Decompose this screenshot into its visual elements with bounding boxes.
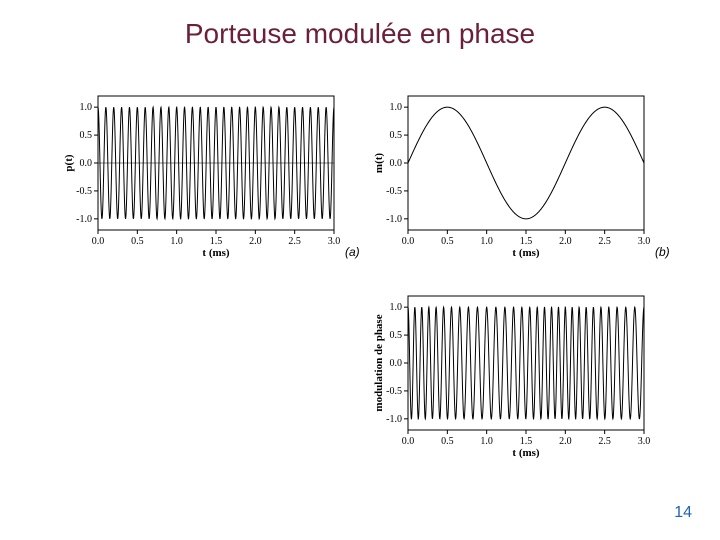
svg-text:-1.0: -1.0 (76, 214, 92, 225)
svg-text:0.0: 0.0 (402, 436, 415, 447)
svg-text:0.5: 0.5 (441, 236, 454, 247)
svg-text:1.5: 1.5 (520, 436, 533, 447)
panel-b-tag: (b) (655, 245, 670, 259)
svg-text:-1.0: -1.0 (386, 214, 402, 225)
svg-text:0.0: 0.0 (402, 236, 415, 247)
svg-text:1.0: 1.0 (480, 436, 493, 447)
svg-text:2.5: 2.5 (288, 236, 301, 247)
svg-text:1.5: 1.5 (520, 236, 533, 247)
svg-text:1.0: 1.0 (80, 102, 93, 113)
svg-text:2.5: 2.5 (598, 236, 611, 247)
svg-text:-0.5: -0.5 (386, 386, 402, 397)
svg-text:0.5: 0.5 (390, 130, 403, 141)
svg-text:-1.0: -1.0 (386, 414, 402, 425)
svg-text:0.0: 0.0 (390, 158, 403, 169)
svg-text:2.0: 2.0 (559, 436, 572, 447)
svg-text:t (ms): t (ms) (202, 247, 230, 259)
chart-carrier: 0.0 0.5 1.0 1.5 2.0 2.5 3.0 -1.0 -0.5 0.0 0.5 1.0 t … (60, 90, 340, 260)
svg-text:3.0: 3.0 (328, 236, 340, 247)
panel-a-tag: (a) (345, 245, 360, 259)
page-number: 14 (674, 504, 692, 522)
svg-text:0.0: 0.0 (390, 358, 403, 369)
svg-text:0.0: 0.0 (92, 236, 105, 247)
svg-text:3.0: 3.0 (638, 436, 650, 447)
page-title: Porteuse modulée en phase (0, 18, 720, 50)
chart-message: 0.0 0.5 1.0 1.5 2.0 2.5 3.0 -1.0 -0.5 0.0 0.5 1.0 t … (370, 90, 650, 260)
svg-text:modulation de phase: modulation de phase (373, 314, 385, 411)
svg-text:1.0: 1.0 (390, 302, 403, 313)
svg-text:0.5: 0.5 (80, 130, 93, 141)
svg-text:m(t): m(t) (373, 153, 385, 173)
svg-text:1.5: 1.5 (210, 236, 223, 247)
svg-text:2.5: 2.5 (598, 436, 611, 447)
svg-text:0.5: 0.5 (131, 236, 144, 247)
svg-text:0.0: 0.0 (80, 158, 93, 169)
svg-text:0.5: 0.5 (441, 436, 454, 447)
svg-text:t (ms): t (ms) (512, 247, 540, 259)
svg-text:3.0: 3.0 (638, 236, 650, 247)
svg-text:p(t): p(t) (63, 154, 75, 171)
svg-text:1.0: 1.0 (170, 236, 183, 247)
svg-text:1.0: 1.0 (480, 236, 493, 247)
svg-text:-0.5: -0.5 (386, 186, 402, 197)
svg-text:1.0: 1.0 (390, 102, 403, 113)
svg-text:-0.5: -0.5 (76, 186, 92, 197)
chart-pm: 0.0 0.5 1.0 1.5 2.0 2.5 3.0 -1.0 -0.5 0.0 0.5 1.0 t … (370, 290, 650, 460)
svg-text:2.0: 2.0 (559, 236, 572, 247)
svg-text:t (ms): t (ms) (512, 447, 540, 459)
svg-text:0.5: 0.5 (390, 330, 403, 341)
svg-text:2.0: 2.0 (249, 236, 261, 247)
